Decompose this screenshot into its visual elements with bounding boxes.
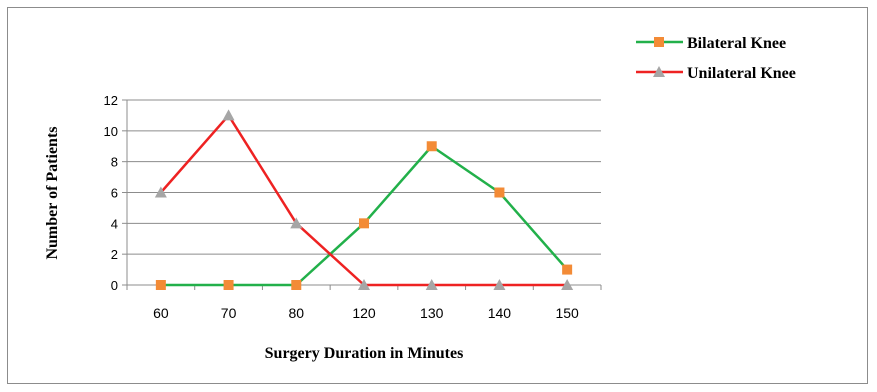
y-axis-title: Number of Patients	[44, 126, 61, 259]
y-tick-label: 10	[104, 124, 118, 139]
y-tick-labels: 0 2 4 6 8 10 12	[104, 93, 118, 293]
series-lines	[159, 114, 569, 287]
legend-marker-bilateral-knee	[654, 37, 664, 47]
bilateral-knee-point	[155, 280, 166, 290]
legend-label-bilateral-knee: Bilateral Knee	[687, 35, 786, 52]
y-tick-label: 2	[111, 247, 118, 262]
unilateral-knee-point	[358, 279, 370, 290]
bilateral-knee-point	[562, 264, 573, 275]
unilateral-knee-point	[425, 279, 438, 290]
unilateral-knee-point	[493, 279, 506, 290]
x-tick-labels: 60 70 80 120 130 140 150	[153, 305, 579, 321]
legend-marker-unilateral-knee	[653, 66, 665, 77]
bilateral-knee-point	[359, 218, 369, 229]
axes	[122, 99, 602, 290]
unilateral-knee-point	[154, 186, 167, 198]
legend: Bilateral Knee Unilateral Knee	[636, 35, 796, 82]
y-tick-label: 4	[111, 216, 118, 231]
series-markers	[154, 109, 574, 290]
unilateral-knee-point	[561, 279, 574, 290]
bilateral-knee-point	[223, 280, 234, 290]
bilateral-knee-point	[426, 141, 437, 152]
x-tick-label: 80	[288, 305, 304, 321]
x-tick-label: 70	[221, 305, 237, 321]
x-tick-label: 60	[153, 305, 169, 321]
x-tick-label: 140	[488, 305, 512, 321]
y-tick-label: 8	[111, 155, 118, 170]
bilateral-knee-point	[494, 187, 505, 198]
bilateral-knee-line	[160, 145, 569, 287]
legend-label-unilateral-knee: Unilateral Knee	[687, 65, 796, 82]
chart-frame	[7, 7, 868, 384]
unilateral-knee-point	[290, 217, 303, 229]
x-tick-label: 130	[420, 305, 444, 321]
x-axis-title: Surgery Duration in Minutes	[265, 345, 464, 362]
y-tick-label: 12	[104, 93, 118, 108]
bilateral-knee-point	[291, 280, 302, 290]
gridlines	[127, 99, 601, 255]
y-tick-label: 0	[111, 278, 118, 293]
unilateral-knee-point	[222, 109, 235, 121]
x-tick-label: 150	[555, 305, 579, 321]
x-tick-label: 120	[352, 305, 376, 321]
y-tick-label: 6	[111, 186, 118, 201]
